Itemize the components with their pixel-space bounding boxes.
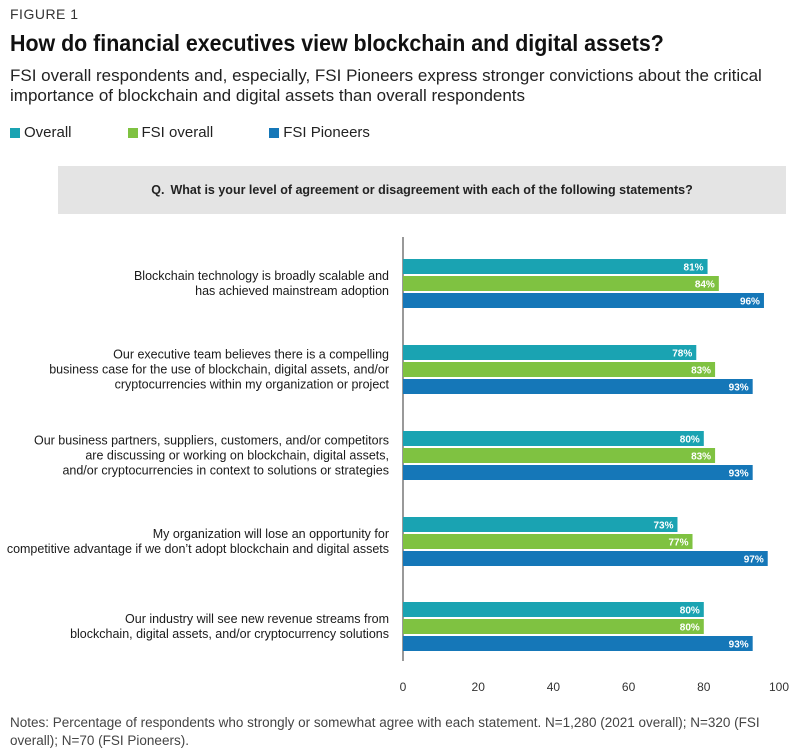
data-label: 77%: [669, 538, 689, 549]
bar-overall: [403, 517, 678, 532]
bar-chart: 81% 84% 96% Blockchain technology is broadl…: [7, 237, 789, 694]
data-label: 83%: [691, 452, 711, 463]
legend-item-fsi-overall: FSI overall: [127, 124, 214, 141]
category-label: blockchain, digital assets, and/or crypt…: [70, 627, 389, 641]
x-tick-label: 20: [472, 680, 486, 694]
category-label: are discussing or working on blockchain,…: [85, 449, 389, 463]
question-text: What is your level of agreement or disag…: [170, 183, 693, 197]
data-label: 78%: [672, 349, 692, 360]
bar-fsi-overall: [403, 619, 704, 634]
category-label: Our industry will see new revenue stream…: [125, 612, 389, 626]
legend-swatch-fsi-overall: [127, 127, 138, 138]
category-label: and/or cryptocurrencies in context to so…: [62, 464, 389, 478]
bar-fsi-overall: [403, 534, 693, 549]
bar-fsi-pioneers: [403, 379, 753, 394]
bar-overall: [403, 602, 704, 617]
question-box: Q. What is your level of agreement or di…: [58, 166, 786, 214]
data-label: 81%: [684, 263, 704, 274]
data-label: 97%: [744, 555, 764, 566]
legend-label-fsi-overall: FSI overall: [141, 124, 214, 141]
bar-overall: [403, 259, 708, 274]
x-tick-label: 0: [400, 680, 407, 694]
x-tick-label: 100: [769, 680, 789, 694]
x-tick-label: 80: [697, 680, 711, 694]
data-label: 93%: [729, 383, 749, 394]
bar-fsi-pioneers: [403, 465, 753, 480]
data-label: 93%: [729, 640, 749, 651]
chart-subtitle: FSI overall respondents and, especially,…: [10, 66, 762, 105]
data-label: 73%: [653, 521, 673, 532]
category-label: Our business partners, suppliers, custom…: [34, 434, 389, 448]
legend-swatch-fsi-pioneers: [269, 127, 280, 138]
data-label: 93%: [729, 469, 749, 480]
bar-fsi-pioneers: [403, 551, 768, 566]
data-label: 80%: [680, 435, 700, 446]
data-label: 83%: [691, 366, 711, 377]
legend-swatch-overall: [10, 127, 20, 138]
data-label: 80%: [680, 606, 700, 617]
data-label: 96%: [740, 297, 760, 308]
chart-title: How do financial executives view blockch…: [10, 30, 664, 56]
category-label: My organization will lose an opportunity…: [153, 527, 389, 541]
x-tick-label: 60: [622, 680, 636, 694]
data-label: 80%: [680, 623, 700, 634]
category-label: cryptocurrencies within my organization …: [115, 378, 390, 392]
bar-fsi-overall: [403, 362, 716, 377]
legend-label-fsi-pioneers: FSI Pioneers: [283, 124, 370, 141]
bar-fsi-pioneers: [403, 636, 753, 651]
bar-overall: [403, 431, 704, 446]
category-label: has achieved mainstream adoption: [195, 284, 389, 298]
x-tick-label: 40: [547, 680, 561, 694]
category-label: business case for the use of blockchain,…: [49, 363, 389, 377]
bar-fsi-overall: [403, 448, 716, 463]
category-label: Blockchain technology is broadly scalabl…: [134, 269, 389, 283]
bar-fsi-overall: [403, 276, 719, 291]
legend-item-overall: Overall: [10, 124, 72, 141]
figure-label: FIGURE 1: [10, 6, 79, 22]
bar-fsi-pioneers: [403, 293, 764, 308]
legend: Overall FSI overall FSI Pioneers: [10, 124, 426, 141]
notes: Notes: Percentage of respondents who str…: [10, 715, 760, 748]
legend-item-fsi-pioneers: FSI Pioneers: [269, 124, 370, 141]
bar-overall: [403, 345, 697, 360]
data-label: 84%: [695, 280, 715, 291]
question-prefix: Q.: [151, 183, 165, 197]
category-label: Our executive team believes there is a c…: [113, 348, 389, 362]
legend-label-overall: Overall: [24, 124, 72, 141]
category-label: competitive advantage if we don’t adopt …: [7, 542, 389, 556]
